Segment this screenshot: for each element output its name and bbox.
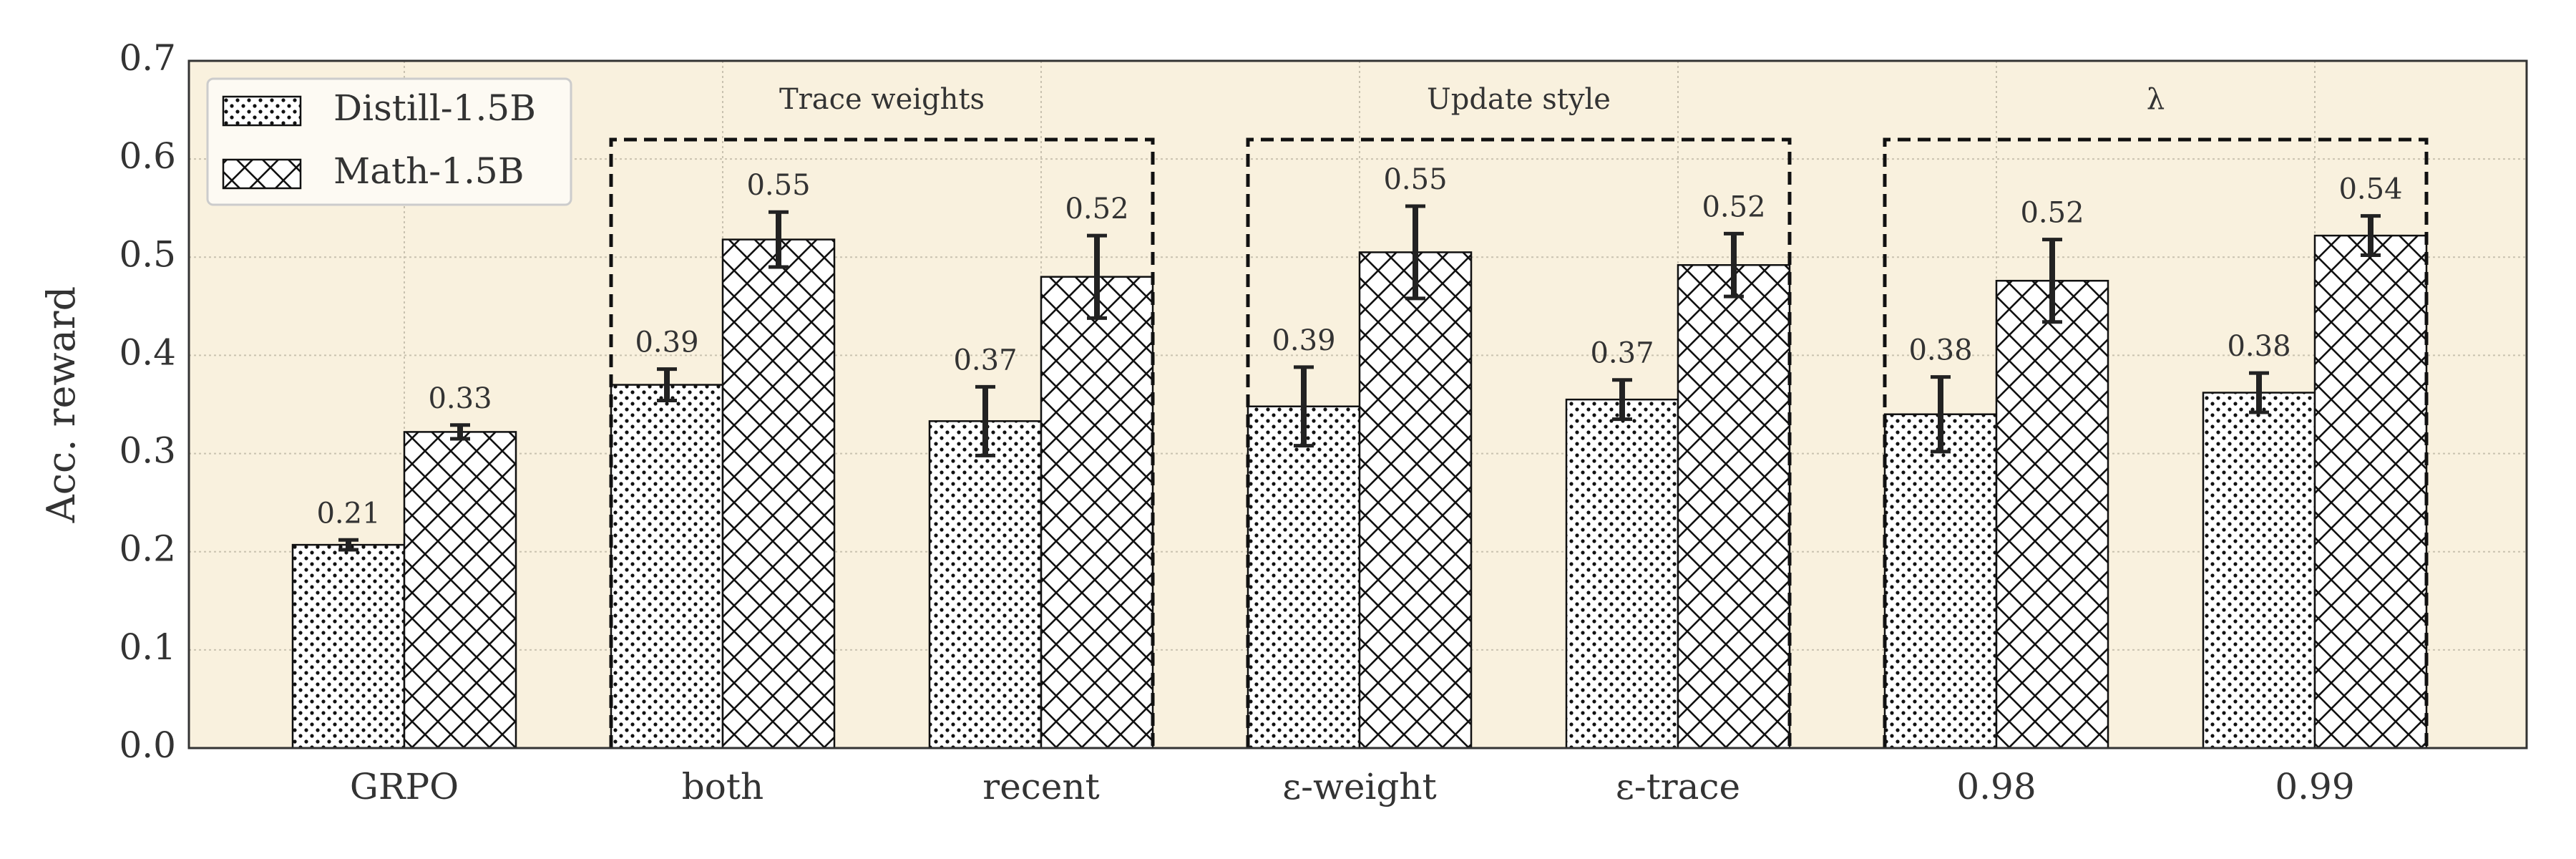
x-tick-label: recent xyxy=(982,766,1099,807)
bar xyxy=(2202,392,2316,749)
data-label: 0.52 xyxy=(2020,197,2084,230)
axes-frame xyxy=(187,59,2528,749)
y-tick-label: 0.0 xyxy=(119,724,176,766)
y-tick-label: 0.7 xyxy=(119,37,176,79)
error-bar xyxy=(975,384,995,457)
data-label: 0.52 xyxy=(1065,193,1128,225)
error-bar xyxy=(1931,375,1951,454)
legend: Distill-1.5B Math-1.5B xyxy=(206,77,572,206)
data-label: 0.33 xyxy=(428,382,492,415)
data-label: 0.37 xyxy=(953,344,1017,377)
bar xyxy=(928,420,1043,749)
data-label: 0.52 xyxy=(1702,190,1765,223)
x-tick-label: both xyxy=(682,766,763,807)
error-bar xyxy=(1612,378,1632,422)
legend-swatch xyxy=(222,158,302,190)
bar xyxy=(2313,234,2428,749)
y-axis-label: Acc. reward xyxy=(39,286,84,523)
bar xyxy=(610,384,724,749)
x-tick-label: 0.99 xyxy=(2275,766,2354,807)
y-tick-label: 0.1 xyxy=(119,626,176,668)
data-label: 0.55 xyxy=(1383,163,1447,196)
bar xyxy=(721,238,836,749)
group-label: Update style xyxy=(1427,83,1611,116)
error-bar xyxy=(1724,231,1744,299)
data-label: 0.38 xyxy=(2227,330,2290,363)
legend-label: Math-1.5B xyxy=(333,150,524,192)
bar xyxy=(1246,405,1361,749)
bar xyxy=(1358,251,1473,749)
data-label: 0.21 xyxy=(316,497,380,530)
error-bar xyxy=(2042,238,2062,324)
y-tick-label: 0.5 xyxy=(119,233,176,275)
legend-swatch xyxy=(222,95,302,127)
x-tick-label: ε-weight xyxy=(1282,766,1436,807)
group-box xyxy=(1883,137,2429,748)
y-tick-label: 0.3 xyxy=(119,430,176,472)
data-label: 0.39 xyxy=(1272,324,1335,357)
data-label: 0.38 xyxy=(1908,334,1972,367)
bar xyxy=(1677,264,1791,749)
group-box xyxy=(609,137,1155,748)
error-bar xyxy=(769,210,789,269)
x-tick-label: 0.98 xyxy=(1956,766,2036,807)
y-tick-label: 0.6 xyxy=(119,135,176,177)
error-bar xyxy=(657,367,677,403)
x-tick-label: ε-trace xyxy=(1616,766,1740,807)
bar xyxy=(1040,276,1154,749)
data-label: 0.55 xyxy=(746,169,810,202)
y-tick-label: 0.4 xyxy=(119,331,176,373)
error-bar xyxy=(2249,371,2269,414)
group-label: λ xyxy=(2147,83,2165,116)
group-label: Trace weights xyxy=(779,83,985,116)
bar xyxy=(1883,413,1998,749)
error-bar xyxy=(338,538,358,552)
data-label: 0.39 xyxy=(635,326,698,359)
bar xyxy=(291,543,406,749)
error-bar xyxy=(1405,204,1425,301)
data-label: 0.37 xyxy=(1590,337,1654,370)
legend-label: Distill-1.5B xyxy=(333,87,536,129)
data-label: 0.54 xyxy=(2338,173,2402,206)
error-bar xyxy=(1294,365,1314,448)
x-tick-label: GRPO xyxy=(350,766,459,807)
bar xyxy=(1995,279,2109,749)
error-bar xyxy=(450,423,470,441)
bar xyxy=(1565,398,1679,749)
group-box xyxy=(1246,137,1792,748)
y-tick-label: 0.2 xyxy=(119,528,176,570)
bar xyxy=(403,431,517,749)
error-bar xyxy=(2361,214,2381,258)
error-bar xyxy=(1087,233,1107,320)
